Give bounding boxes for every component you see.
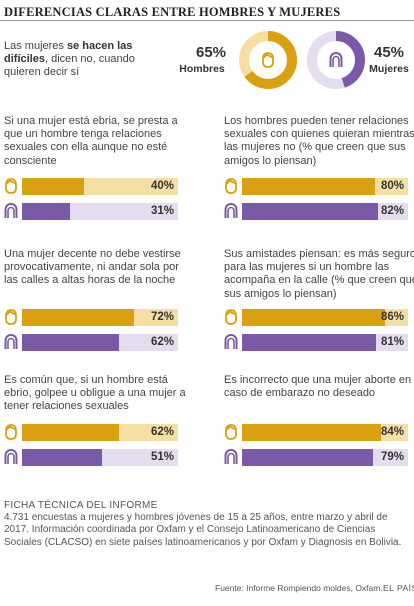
bar-value-label: 81%: [380, 336, 404, 348]
woman-face-icon: [224, 202, 238, 219]
man-face-icon: [4, 424, 18, 440]
bar-value-label: 86%: [380, 311, 404, 323]
question-text: Es incorrecto que una mujer aborte en ca…: [224, 374, 412, 400]
men-bar: [22, 178, 85, 195]
woman-face-icon: [4, 202, 18, 219]
women-bar-row: 62%: [22, 334, 178, 351]
men-face-icon: [261, 52, 275, 68]
question-text: Es común que, si un hombre está ebrio, g…: [4, 374, 186, 413]
men-bar: [242, 424, 382, 441]
woman-face-icon: [224, 448, 238, 465]
women-bar: [22, 449, 102, 466]
question-text: Los hombres pueden tener relaciones sexu…: [224, 115, 414, 167]
bar-value-label: 31%: [150, 205, 174, 217]
men-bar-row: 72%: [22, 309, 178, 326]
men-donut-arc: [239, 31, 297, 89]
source-note: Fuente: Informe Rompiendo moldes, Oxfam.: [215, 583, 383, 593]
women-bar-row: 81%: [242, 334, 408, 351]
bar-value-label: 62%: [150, 336, 174, 348]
women-bar: [242, 334, 377, 351]
men-summary-percent: 65%: [195, 44, 227, 61]
women-summary-label: Mujeres: [369, 63, 409, 75]
brand-logo: EL PAÍS: [383, 583, 414, 593]
men-bar: [242, 178, 375, 195]
woman-face-icon: [224, 333, 238, 350]
women-bar: [242, 203, 379, 220]
man-face-icon: [224, 309, 238, 325]
bar-value-label: 82%: [380, 205, 404, 217]
woman-face-icon: [4, 448, 18, 465]
ficha-text: 4.731 encuestas a mujeres y hombres jóve…: [4, 512, 402, 548]
men-bar-row: 86%: [242, 309, 408, 326]
women-bar: [22, 203, 71, 220]
bar-value-label: 79%: [380, 451, 404, 463]
men-bar: [22, 424, 119, 441]
men-bar-row: 80%: [242, 178, 408, 195]
woman-face-icon: [4, 333, 18, 350]
women-donut-chart: [307, 31, 365, 89]
women-summary-donut: [306, 30, 366, 90]
ficha-heading: FICHA TÉCNICA DEL INFORME: [4, 500, 158, 511]
bar-value-label: 40%: [150, 180, 174, 192]
question-text: Sus amistades piensan: es más seguro par…: [224, 248, 414, 300]
women-bar-row: 51%: [22, 449, 178, 466]
intro-post: , dicen no, cuando quieren decir sí: [4, 53, 135, 78]
intro-bold: se hacen las difíciles: [4, 40, 133, 65]
men-bar-row: 62%: [22, 424, 178, 441]
women-face-icon: [329, 52, 343, 68]
men-bar: [22, 309, 135, 326]
man-face-icon: [4, 178, 18, 194]
women-bar-row: 31%: [22, 203, 178, 220]
women-bar: [22, 334, 119, 351]
page-title: DIFERENCIAS CLARAS ENTRE HOMBRES Y MUJER…: [4, 5, 341, 19]
question-text: Si una mujer está ebria, se presta a que…: [4, 115, 178, 167]
men-donut-chart: [239, 31, 297, 89]
women-bar-row: 82%: [242, 203, 408, 220]
man-face-icon: [224, 424, 238, 440]
bar-value-label: 72%: [150, 311, 174, 323]
title-divider: [0, 20, 414, 21]
intro-text: Las mujeres se hacen las difíciles, dice…: [4, 40, 164, 79]
men-summary-label: Hombres: [179, 63, 225, 75]
bar-value-label: 80%: [380, 180, 404, 192]
women-donut-arc: [307, 31, 365, 89]
men-bar: [242, 309, 385, 326]
women-bar: [242, 449, 374, 466]
bar-value-label: 51%: [150, 451, 174, 463]
bar-value-label: 84%: [380, 426, 404, 438]
women-bar-row: 79%: [242, 449, 408, 466]
man-face-icon: [4, 309, 18, 325]
women-summary-percent: 45%: [373, 44, 405, 61]
men-bar-row: 84%: [242, 424, 408, 441]
men-summary-donut: [238, 30, 298, 90]
man-face-icon: [224, 178, 238, 194]
question-text: Una mujer decente no debe vestirse provo…: [4, 248, 181, 287]
intro-pre: Las mujeres: [4, 40, 67, 52]
bar-value-label: 62%: [150, 426, 174, 438]
men-bar-row: 40%: [22, 178, 178, 195]
